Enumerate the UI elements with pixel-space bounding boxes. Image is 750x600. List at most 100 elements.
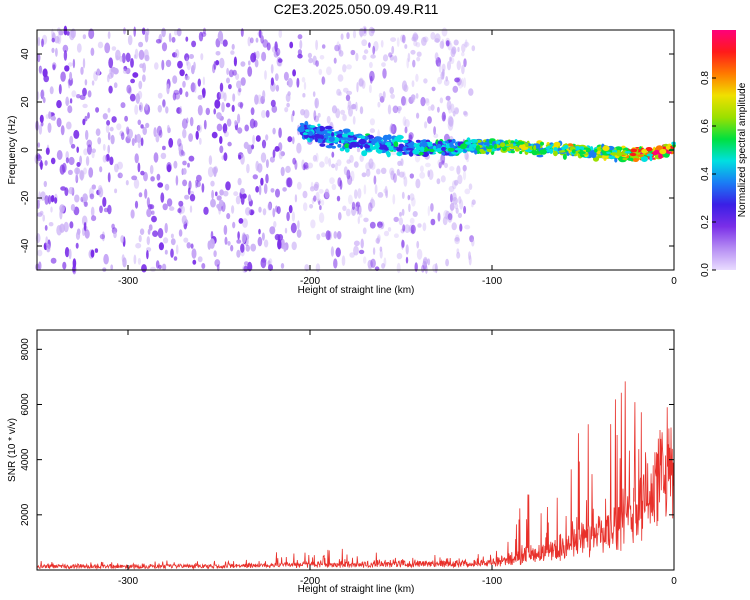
noise-blob bbox=[195, 130, 199, 140]
noise-blob bbox=[130, 209, 135, 219]
noise-blob bbox=[169, 206, 175, 211]
noise-blob bbox=[173, 256, 178, 261]
spectrogram-x-axis-label: Height of straight line (km) bbox=[298, 285, 415, 296]
noise-blob bbox=[155, 134, 160, 143]
noise-blob bbox=[362, 227, 367, 235]
noise-blob bbox=[56, 100, 62, 109]
signal-blob bbox=[553, 141, 561, 147]
noise-blob bbox=[318, 188, 324, 194]
noise-blob bbox=[401, 34, 406, 44]
noise-blob bbox=[182, 128, 187, 139]
noise-blob bbox=[79, 155, 82, 165]
noise-blob bbox=[464, 151, 469, 161]
signal-blob bbox=[437, 143, 442, 149]
noise-blob bbox=[450, 103, 455, 114]
noise-blob bbox=[137, 257, 141, 265]
noise-blob bbox=[44, 195, 49, 205]
noise-blob bbox=[213, 250, 217, 258]
noise-blob bbox=[180, 205, 185, 214]
noise-blob bbox=[412, 59, 416, 68]
noise-blob bbox=[422, 36, 429, 43]
noise-blob bbox=[334, 44, 340, 52]
noise-blob bbox=[447, 212, 453, 223]
noise-blob bbox=[457, 46, 460, 53]
noise-blob bbox=[271, 105, 278, 113]
noise-blob bbox=[239, 188, 245, 194]
noise-blob bbox=[393, 216, 399, 223]
noise-blob bbox=[75, 242, 79, 249]
noise-blob bbox=[37, 36, 41, 47]
noise-blob bbox=[399, 211, 402, 217]
noise-blob bbox=[425, 98, 430, 106]
noise-blob bbox=[430, 32, 436, 40]
noise-blob bbox=[369, 118, 375, 126]
noise-blob bbox=[350, 104, 355, 110]
noise-blob bbox=[430, 218, 436, 226]
noise-blob bbox=[74, 194, 80, 203]
noise-blob bbox=[179, 69, 185, 77]
noise-blob bbox=[401, 191, 405, 199]
noise-blob bbox=[122, 68, 128, 74]
noise-blob bbox=[114, 188, 118, 194]
signal-blob bbox=[597, 154, 603, 159]
signal-blob bbox=[629, 152, 637, 157]
noise-blob bbox=[98, 187, 104, 198]
noise-blob bbox=[428, 169, 434, 180]
noise-blob bbox=[105, 124, 110, 133]
noise-blob bbox=[175, 175, 179, 186]
noise-blob bbox=[248, 60, 251, 66]
noise-blob bbox=[445, 258, 449, 267]
noise-blob bbox=[253, 120, 258, 128]
signal-blob bbox=[472, 143, 476, 147]
snr-x-tick-label: -100 bbox=[482, 576, 502, 587]
noise-blob bbox=[427, 170, 431, 178]
noise-blob bbox=[252, 134, 256, 145]
noise-blob bbox=[197, 256, 203, 263]
noise-blob bbox=[382, 91, 386, 99]
noise-blob bbox=[277, 238, 282, 250]
noise-blob bbox=[48, 111, 52, 119]
noise-blob bbox=[412, 211, 418, 217]
noise-blob bbox=[268, 264, 273, 271]
noise-blob bbox=[65, 96, 69, 107]
noise-blob bbox=[419, 165, 424, 173]
noise-blob bbox=[346, 169, 351, 180]
noise-blob bbox=[408, 203, 411, 213]
noise-blob bbox=[446, 100, 452, 111]
noise-blob bbox=[370, 258, 376, 268]
noise-blob bbox=[74, 167, 81, 175]
noise-blob bbox=[223, 130, 229, 138]
noise-blob bbox=[433, 133, 439, 138]
noise-blob bbox=[161, 42, 168, 52]
signal-blob bbox=[575, 146, 580, 151]
noise-blob bbox=[272, 208, 276, 218]
noise-blob bbox=[51, 47, 55, 54]
noise-blob bbox=[268, 258, 273, 265]
noise-blob bbox=[383, 230, 390, 237]
snr-x-axis-label: Height of straight line (km) bbox=[298, 584, 415, 595]
noise-blob bbox=[255, 186, 260, 193]
noise-blob bbox=[355, 201, 361, 208]
noise-blob bbox=[102, 155, 107, 163]
noise-blob bbox=[37, 142, 41, 148]
noise-blob bbox=[314, 181, 320, 189]
noise-blob bbox=[260, 257, 267, 269]
noise-blob bbox=[303, 162, 309, 169]
noise-blob bbox=[78, 169, 85, 180]
noise-blob bbox=[240, 243, 245, 253]
noise-blob bbox=[81, 215, 88, 226]
noise-blob bbox=[181, 215, 187, 225]
noise-blob bbox=[108, 57, 114, 69]
noise-blob bbox=[326, 115, 331, 124]
noise-blob bbox=[414, 262, 418, 272]
noise-blob bbox=[76, 146, 79, 153]
noise-blob bbox=[272, 127, 276, 135]
noise-blob bbox=[452, 197, 458, 205]
noise-blob bbox=[338, 212, 342, 221]
noise-blob bbox=[84, 229, 90, 239]
noise-blob bbox=[368, 84, 372, 94]
noise-blob bbox=[410, 94, 416, 103]
noise-blob bbox=[416, 51, 422, 57]
noise-blob bbox=[129, 93, 136, 102]
